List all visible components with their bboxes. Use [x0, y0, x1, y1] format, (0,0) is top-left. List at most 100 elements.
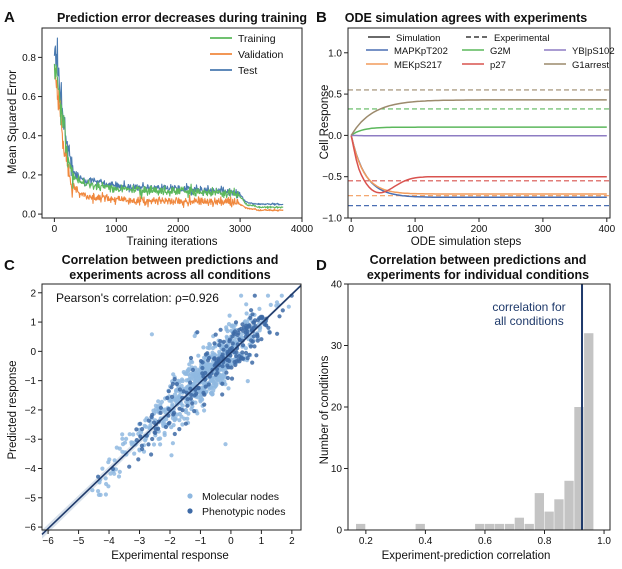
molecular-node-point: [200, 397, 205, 402]
phenotypic-node-point: [177, 387, 182, 392]
panel-a-ytick-label: 0.0: [22, 210, 36, 221]
panel-c-xtick-label: 0: [228, 536, 234, 547]
phenotypic-node-point: [200, 365, 205, 371]
phenotypic-node-point: [183, 421, 188, 426]
molecular-node-point: [286, 304, 291, 309]
panel-a-title: Prediction error decreases during traini…: [57, 11, 307, 25]
panel-b-ytick-label: −1.0: [322, 214, 342, 225]
phenotypic-node-point: [203, 370, 208, 376]
molecular-node-point: [226, 386, 231, 391]
panel-c-ytick-label: 2: [30, 288, 36, 299]
molecular-node-point: [194, 372, 199, 377]
panel-c-xlabel: Experimental response: [111, 550, 229, 562]
phenotypic-node-point: [220, 392, 225, 397]
phenotypic-node-point: [205, 351, 210, 356]
phenotypic-node-point: [240, 350, 245, 355]
molecular-node-point: [210, 350, 215, 355]
panel-a-xtick-label: 3000: [229, 224, 252, 235]
molecular-node-point: [143, 424, 149, 429]
phenotypic-node-point: [221, 339, 226, 344]
panel-c-ytick-label: 0: [30, 347, 36, 358]
panel-b-ylabel: Cell Response: [319, 85, 331, 160]
phenotypic-node-point: [249, 326, 254, 331]
molecular-node-point: [143, 418, 148, 423]
phenotypic-node-point: [139, 443, 144, 448]
phenotypic-node-point: [248, 344, 253, 349]
phenotypic-node-point: [236, 330, 241, 336]
phenotypic-node-point: [163, 424, 168, 430]
overall-correlation-label: all conditions: [494, 314, 563, 328]
molecular-node-point: [226, 322, 232, 327]
molecular-node-point: [212, 385, 217, 390]
phenotypic-node-point: [134, 427, 139, 432]
phenotypic-node-point: [212, 341, 217, 346]
legend-label-phenotypic-nodes: Phenotypic nodes: [202, 506, 285, 518]
molecular-node-point: [153, 403, 158, 408]
phenotypic-node-point: [275, 331, 280, 336]
molecular-node-point: [127, 432, 132, 437]
molecular-node-point: [96, 492, 101, 497]
panel-a-ytick-label: 0.2: [22, 170, 36, 181]
phenotypic-node-point: [185, 397, 190, 402]
phenotypic-node-point: [225, 357, 231, 362]
molecular-node-point: [232, 338, 237, 343]
molecular-node-point: [112, 458, 117, 463]
phenotypic-node-point: [280, 308, 285, 313]
molecular-node-point: [179, 414, 184, 419]
molecular-node-point: [244, 311, 249, 316]
molecular-node-point: [104, 481, 109, 487]
panel-c-frame: [41, 283, 302, 531]
legend-marker-phenotypic-nodes: [187, 508, 193, 514]
molecular-node-point: [185, 416, 190, 421]
panel-d-ytick-label: 10: [331, 464, 343, 475]
molecular-node-point: [163, 407, 168, 412]
phenotypic-node-point: [188, 396, 193, 401]
simulation-curve-g1arrest: [350, 99, 607, 136]
panel-b: ODE simulation agrees with experiments O…: [319, 11, 616, 248]
phenotypic-node-point: [149, 452, 154, 457]
molecular-node-point: [213, 378, 219, 383]
phenotypic-node-point: [245, 356, 250, 361]
phenotypic-node-point: [252, 318, 258, 323]
phenotypic-node-point: [237, 337, 242, 342]
phenotypic-node-point: [203, 384, 208, 389]
molecular-node-point: [158, 436, 163, 441]
phenotypic-node-point: [259, 337, 264, 342]
phenotypic-node-point: [237, 354, 242, 359]
panel-d-xtick-label: 0.4: [418, 536, 432, 547]
molecular-node-point: [265, 293, 271, 298]
molecular-node-point: [132, 451, 137, 456]
panel-label-c: C: [4, 257, 15, 274]
panel-d-xtick-label: 0.8: [538, 536, 552, 547]
phenotypic-node-point: [267, 330, 272, 335]
phenotypic-node-point: [213, 332, 218, 337]
phenotypic-node-point: [190, 367, 195, 372]
molecular-node-point: [195, 377, 200, 382]
panel-d-ytick-label: 0: [336, 526, 342, 537]
phenotypic-node-point: [140, 446, 145, 452]
molecular-node-point: [170, 441, 175, 446]
panel-b-ytick-label: 0.0: [328, 131, 342, 142]
molecular-node-point: [224, 327, 229, 332]
molecular-node-point: [96, 489, 101, 494]
molecular-node-point: [218, 373, 223, 378]
phenotypic-node-point: [219, 354, 224, 359]
panel-a-ylabel: Mean Squared Error: [7, 70, 19, 174]
phenotypic-node-point: [255, 338, 260, 343]
legend-marker-molecular-nodes: [187, 493, 193, 499]
phenotypic-node-point: [201, 390, 206, 395]
phenotypic-node-point: [221, 347, 226, 352]
overall-correlation-label: correlation for: [492, 300, 565, 314]
molecular-node-point: [245, 379, 250, 384]
panel-a-xtick-label: 1000: [105, 224, 128, 235]
panel-c-title-line2: experiments across all conditions: [69, 268, 271, 282]
phenotypic-node-point: [244, 323, 249, 328]
panel-d-ytick-label: 30: [331, 341, 343, 352]
phenotypic-node-point: [229, 376, 235, 381]
panel-b-title: ODE simulation agrees with experiments: [345, 11, 587, 25]
molecular-node-point: [100, 466, 105, 471]
panel-d-title-line2: experiments for individual conditions: [367, 268, 589, 282]
phenotypic-node-point: [249, 308, 254, 313]
molecular-node-point: [195, 411, 200, 416]
